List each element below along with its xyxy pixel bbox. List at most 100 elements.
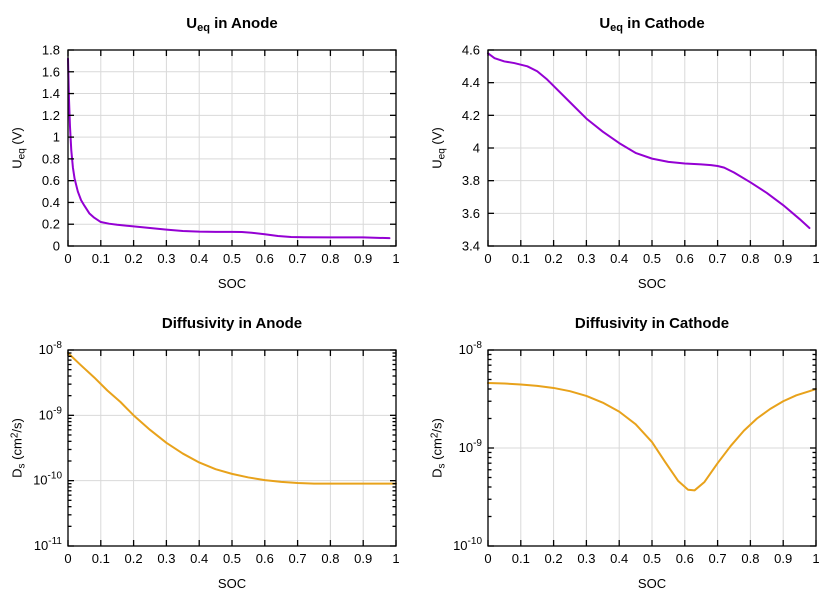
label-part: eq <box>16 148 28 160</box>
x-tick-label: 0.4 <box>610 551 628 566</box>
tick-labels: 0 0.1 0.2 0.3 0.4 0.5 0.6 0.7 0.8 0.9 1 3.4 3.6 3.8 4 4… <box>462 43 820 267</box>
y-tick-label: 10-10 <box>33 471 62 488</box>
x-tick-label: 0.7 <box>289 551 307 566</box>
x-tick-label: 0.5 <box>223 251 241 266</box>
label-part: eq <box>610 22 624 34</box>
grid-lines <box>68 50 396 246</box>
y-tick-label: 10-11 <box>34 536 63 553</box>
y-tick-label: 4 <box>473 141 480 156</box>
data-curve <box>67 57 391 240</box>
x-tick-label: 0 <box>484 551 491 566</box>
x-tick-label: 0.2 <box>125 551 143 566</box>
x-tick-label: 0.5 <box>223 551 241 566</box>
data-curve <box>487 382 817 492</box>
x-tick-label: 1 <box>812 551 819 566</box>
x-tick-label: 0.2 <box>545 251 563 266</box>
label-part: D <box>429 468 445 478</box>
x-tick-label: 0 <box>64 551 71 566</box>
x-tick-label: 0.9 <box>774 251 792 266</box>
y-tick-label: 0.6 <box>42 173 60 188</box>
x-tick-label: 0.8 <box>321 551 339 566</box>
label-part: U <box>599 15 611 32</box>
y-tick-label: 0.4 <box>42 195 60 210</box>
chart-title-ueq-anode: Ueq in Anode <box>186 15 278 34</box>
grid-lines <box>488 50 816 246</box>
chart-title-diff-cathode: Diffusivity in Cathode <box>575 316 729 331</box>
y-tick-label: 1.6 <box>42 64 60 79</box>
x-tick-label: 0.8 <box>321 251 339 266</box>
x-tick-label: 0.3 <box>577 551 595 566</box>
x-tick-label: 1 <box>392 251 399 266</box>
x-tick-label: 0.6 <box>256 551 274 566</box>
x-tick-label: 0.1 <box>512 551 530 566</box>
grid-lines <box>488 350 816 546</box>
y-tick-label: 1.4 <box>42 86 60 101</box>
x-tick-label: 0.7 <box>709 551 727 566</box>
x-tick-label: 0.9 <box>354 251 372 266</box>
chart-title-diff-anode: Diffusivity in Anode <box>162 316 302 331</box>
tick-labels: 0 0.1 0.2 0.3 0.4 0.5 0.6 0.7 0.8 0.9 1 0 0.2 0.4 0.6 0… <box>42 43 400 267</box>
x-tick-label: 0.7 <box>709 251 727 266</box>
label-part: 2 <box>9 432 21 439</box>
label-part: (V) <box>9 127 25 149</box>
data-curve <box>487 52 811 230</box>
x-tick-label: 1 <box>812 251 819 266</box>
axes <box>487 349 817 547</box>
label-part: in Anode <box>209 15 278 32</box>
x-tick-label: 0.1 <box>92 251 110 266</box>
label-part: /s) <box>9 418 25 433</box>
x-tick-label: 0.9 <box>354 551 372 566</box>
x-tick-label: 0.8 <box>741 551 759 566</box>
x-tick-label: 0.6 <box>676 251 694 266</box>
x-tick-label: 0.4 <box>610 251 628 266</box>
y-tick-label: 3.8 <box>462 173 480 188</box>
y-tick-label: 10-10 <box>453 536 482 553</box>
y-tick-label: 10-9 <box>39 405 63 422</box>
chart-panel-diff-cathode: 0 0.1 0.2 0.3 0.4 0.5 0.6 0.7 0.8 0.9 1 10-8 10-9 10-… <box>420 300 840 600</box>
x-tick-label: 0.1 <box>512 251 530 266</box>
label-part: Diffusivity in Cathode <box>574 315 730 332</box>
label-part: eq <box>436 148 448 160</box>
x-axis-label: SOC <box>638 576 666 591</box>
label-part: /s) <box>429 418 445 433</box>
plot-ueq-anode: 0 0.1 0.2 0.3 0.4 0.5 0.6 0.7 0.8 0.9 1 0 0.2 0.4 0.6 0… <box>42 43 400 292</box>
y-axis-label-ueq-cathode: Ueq (V) <box>429 127 448 169</box>
x-tick-label: 0.7 <box>289 251 307 266</box>
x-axis-label: SOC <box>218 276 246 291</box>
x-tick-label: 0.3 <box>157 551 175 566</box>
chart-panel-ueq-anode: 0 0.1 0.2 0.3 0.4 0.5 0.6 0.7 0.8 0.9 1 0 0.2 0.4 0.6 0… <box>0 0 420 300</box>
y-tick-label: 1.8 <box>42 43 60 58</box>
plot-diff-cathode: 0 0.1 0.2 0.3 0.4 0.5 0.6 0.7 0.8 0.9 1 10-8 10-9 10-… <box>453 340 820 591</box>
y-axis-label-diff-cathode: Ds (cm2/s) <box>429 418 448 478</box>
tick-labels: 0 0.1 0.2 0.3 0.4 0.5 0.6 0.7 0.8 0.9 1 10-8 10-9 10-… <box>453 340 820 566</box>
data-curve <box>67 351 397 485</box>
label-part: eq <box>197 22 210 34</box>
x-tick-label: 0.1 <box>92 551 110 566</box>
y-tick-label: 10-9 <box>459 438 483 455</box>
plot-ueq-cathode: 0 0.1 0.2 0.3 0.4 0.5 0.6 0.7 0.8 0.9 1 3.4 3.6 3.8 4 4… <box>462 43 820 292</box>
label-part: (V) <box>429 127 445 149</box>
x-tick-label: 0 <box>484 251 491 266</box>
label-part: D <box>9 468 25 478</box>
y-tick-label: 0 <box>53 239 60 254</box>
y-axis-label-diff-anode: Ds (cm2/s) <box>9 418 28 478</box>
label-part: U <box>429 159 445 169</box>
label-part: (cm <box>9 438 25 464</box>
x-tick-label: 0.3 <box>577 251 595 266</box>
y-tick-label: 0.2 <box>42 217 60 232</box>
x-tick-label: 0.4 <box>190 251 208 266</box>
y-tick-label: 10-8 <box>459 340 483 357</box>
x-tick-label: 0.5 <box>643 251 661 266</box>
chart-panel-diff-anode: 0 0.1 0.2 0.3 0.4 0.5 0.6 0.7 0.8 0.9 1 10-8 10-9 10-… <box>0 300 420 600</box>
x-tick-label: 0.6 <box>676 551 694 566</box>
axes <box>487 49 817 247</box>
label-part: 2 <box>429 432 441 439</box>
label-part: U <box>9 159 25 169</box>
x-axis-label: SOC <box>638 276 666 291</box>
x-tick-label: 0.6 <box>256 251 274 266</box>
axes <box>67 49 397 247</box>
tick-labels: 0 0.1 0.2 0.3 0.4 0.5 0.6 0.7 0.8 0.9 1 10-8 10-9 10-… <box>33 340 400 566</box>
y-tick-label: 3.6 <box>462 206 480 221</box>
x-tick-label: 0.9 <box>774 551 792 566</box>
